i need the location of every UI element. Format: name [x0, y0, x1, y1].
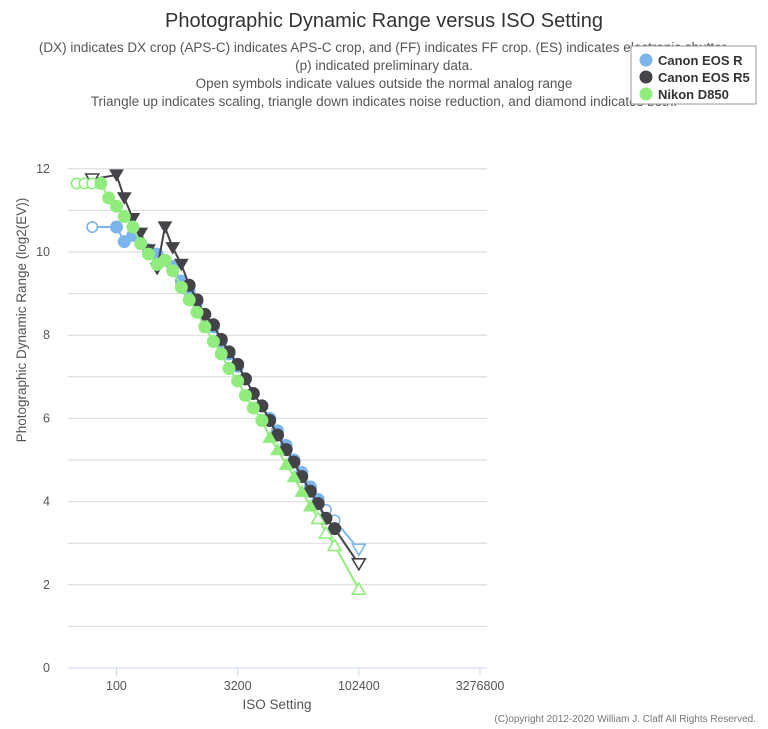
data-point[interactable]: [166, 264, 180, 278]
legend-symbol: [639, 87, 653, 101]
data-point[interactable]: [116, 192, 132, 205]
y-axis-title: Photographic Dynamic Range (log2(EV)): [14, 198, 29, 443]
y-tick-label: 8: [43, 328, 50, 342]
data-point[interactable]: [328, 522, 342, 536]
data-point[interactable]: [157, 221, 173, 234]
data-point[interactable]: [255, 413, 269, 427]
data-point[interactable]: [222, 361, 236, 375]
data-point[interactable]: [294, 484, 310, 497]
data-point[interactable]: [246, 401, 260, 415]
subtitle-line: (p) indicated preliminary data.: [295, 58, 473, 73]
series-nikon-d850: [70, 176, 367, 595]
data-point[interactable]: [174, 258, 189, 272]
legend-symbol: [639, 70, 653, 84]
x-tick-label: 102400: [338, 679, 380, 693]
data-point[interactable]: [318, 525, 334, 539]
x-axis-title: ISO Setting: [242, 697, 311, 712]
data-point[interactable]: [238, 389, 252, 403]
data-point[interactable]: [86, 221, 99, 234]
data-point[interactable]: [182, 293, 196, 307]
data-point[interactable]: [326, 537, 343, 552]
data-point[interactable]: [165, 242, 181, 255]
chart-title: Photographic Dynamic Range versus ISO Se…: [165, 10, 603, 32]
chart-subtitle: (DX) indicates DX crop (APS-C) indicates…: [39, 40, 729, 109]
data-point[interactable]: [262, 430, 278, 443]
y-tick-label: 12: [36, 162, 50, 176]
data-point[interactable]: [142, 247, 156, 261]
x-axis: 100 3200 102400 3276800: [68, 667, 505, 693]
subtitle-line: Open symbols indicate values outside the…: [196, 76, 573, 91]
data-point[interactable]: [286, 469, 302, 483]
y-tick-label: 6: [43, 411, 50, 425]
x-tick-label: 3276800: [456, 679, 505, 693]
data-point[interactable]: [158, 253, 172, 267]
data-point[interactable]: [109, 199, 123, 213]
subtitle-line: (DX) indicates DX crop (APS-C) indicates…: [39, 40, 729, 55]
data-point[interactable]: [94, 176, 108, 190]
legend-item-label[interactable]: Canon EOS R: [658, 53, 743, 68]
subtitle-line: Triangle up indicates scaling, triangle …: [91, 94, 677, 109]
legend: Canon EOS R Canon EOS R5 Nikon D850: [630, 45, 757, 105]
data-point[interactable]: [350, 581, 367, 595]
grid: [68, 168, 487, 627]
data-point[interactable]: [117, 210, 131, 224]
data-point[interactable]: [109, 169, 124, 182]
x-tick-label: 3200: [224, 679, 252, 693]
data-point[interactable]: [231, 374, 245, 388]
data-point[interactable]: [174, 280, 188, 294]
y-tick-label: 10: [36, 245, 50, 259]
y-tick-label: 4: [43, 495, 50, 509]
data-point[interactable]: [190, 305, 204, 319]
data-point[interactable]: [350, 557, 367, 572]
y-tick-label: 0: [43, 661, 50, 675]
y-tick-label: 2: [43, 578, 50, 592]
data-point[interactable]: [102, 191, 116, 205]
legend-symbol: [639, 53, 653, 67]
data-point[interactable]: [109, 220, 123, 234]
data-point[interactable]: [134, 237, 148, 251]
legend-item-label[interactable]: Canon EOS R5: [658, 70, 750, 85]
y-axis: 0 2 4 6 8 10 12: [36, 162, 50, 675]
data-point[interactable]: [214, 347, 228, 361]
data-point[interactable]: [350, 543, 367, 557]
data-point[interactable]: [126, 220, 140, 234]
data-point[interactable]: [302, 498, 318, 512]
data-point[interactable]: [198, 320, 212, 334]
data-point[interactable]: [310, 510, 327, 525]
legend-item-label[interactable]: Nikon D850: [658, 87, 729, 102]
data-point[interactable]: [206, 334, 220, 348]
data-point[interactable]: [270, 442, 285, 456]
copyright-text: (C)opyright 2012-2020 William J. Claff A…: [494, 714, 756, 725]
x-tick-label: 100: [106, 679, 127, 693]
data-point[interactable]: [278, 457, 294, 470]
plot-area: [70, 169, 367, 595]
